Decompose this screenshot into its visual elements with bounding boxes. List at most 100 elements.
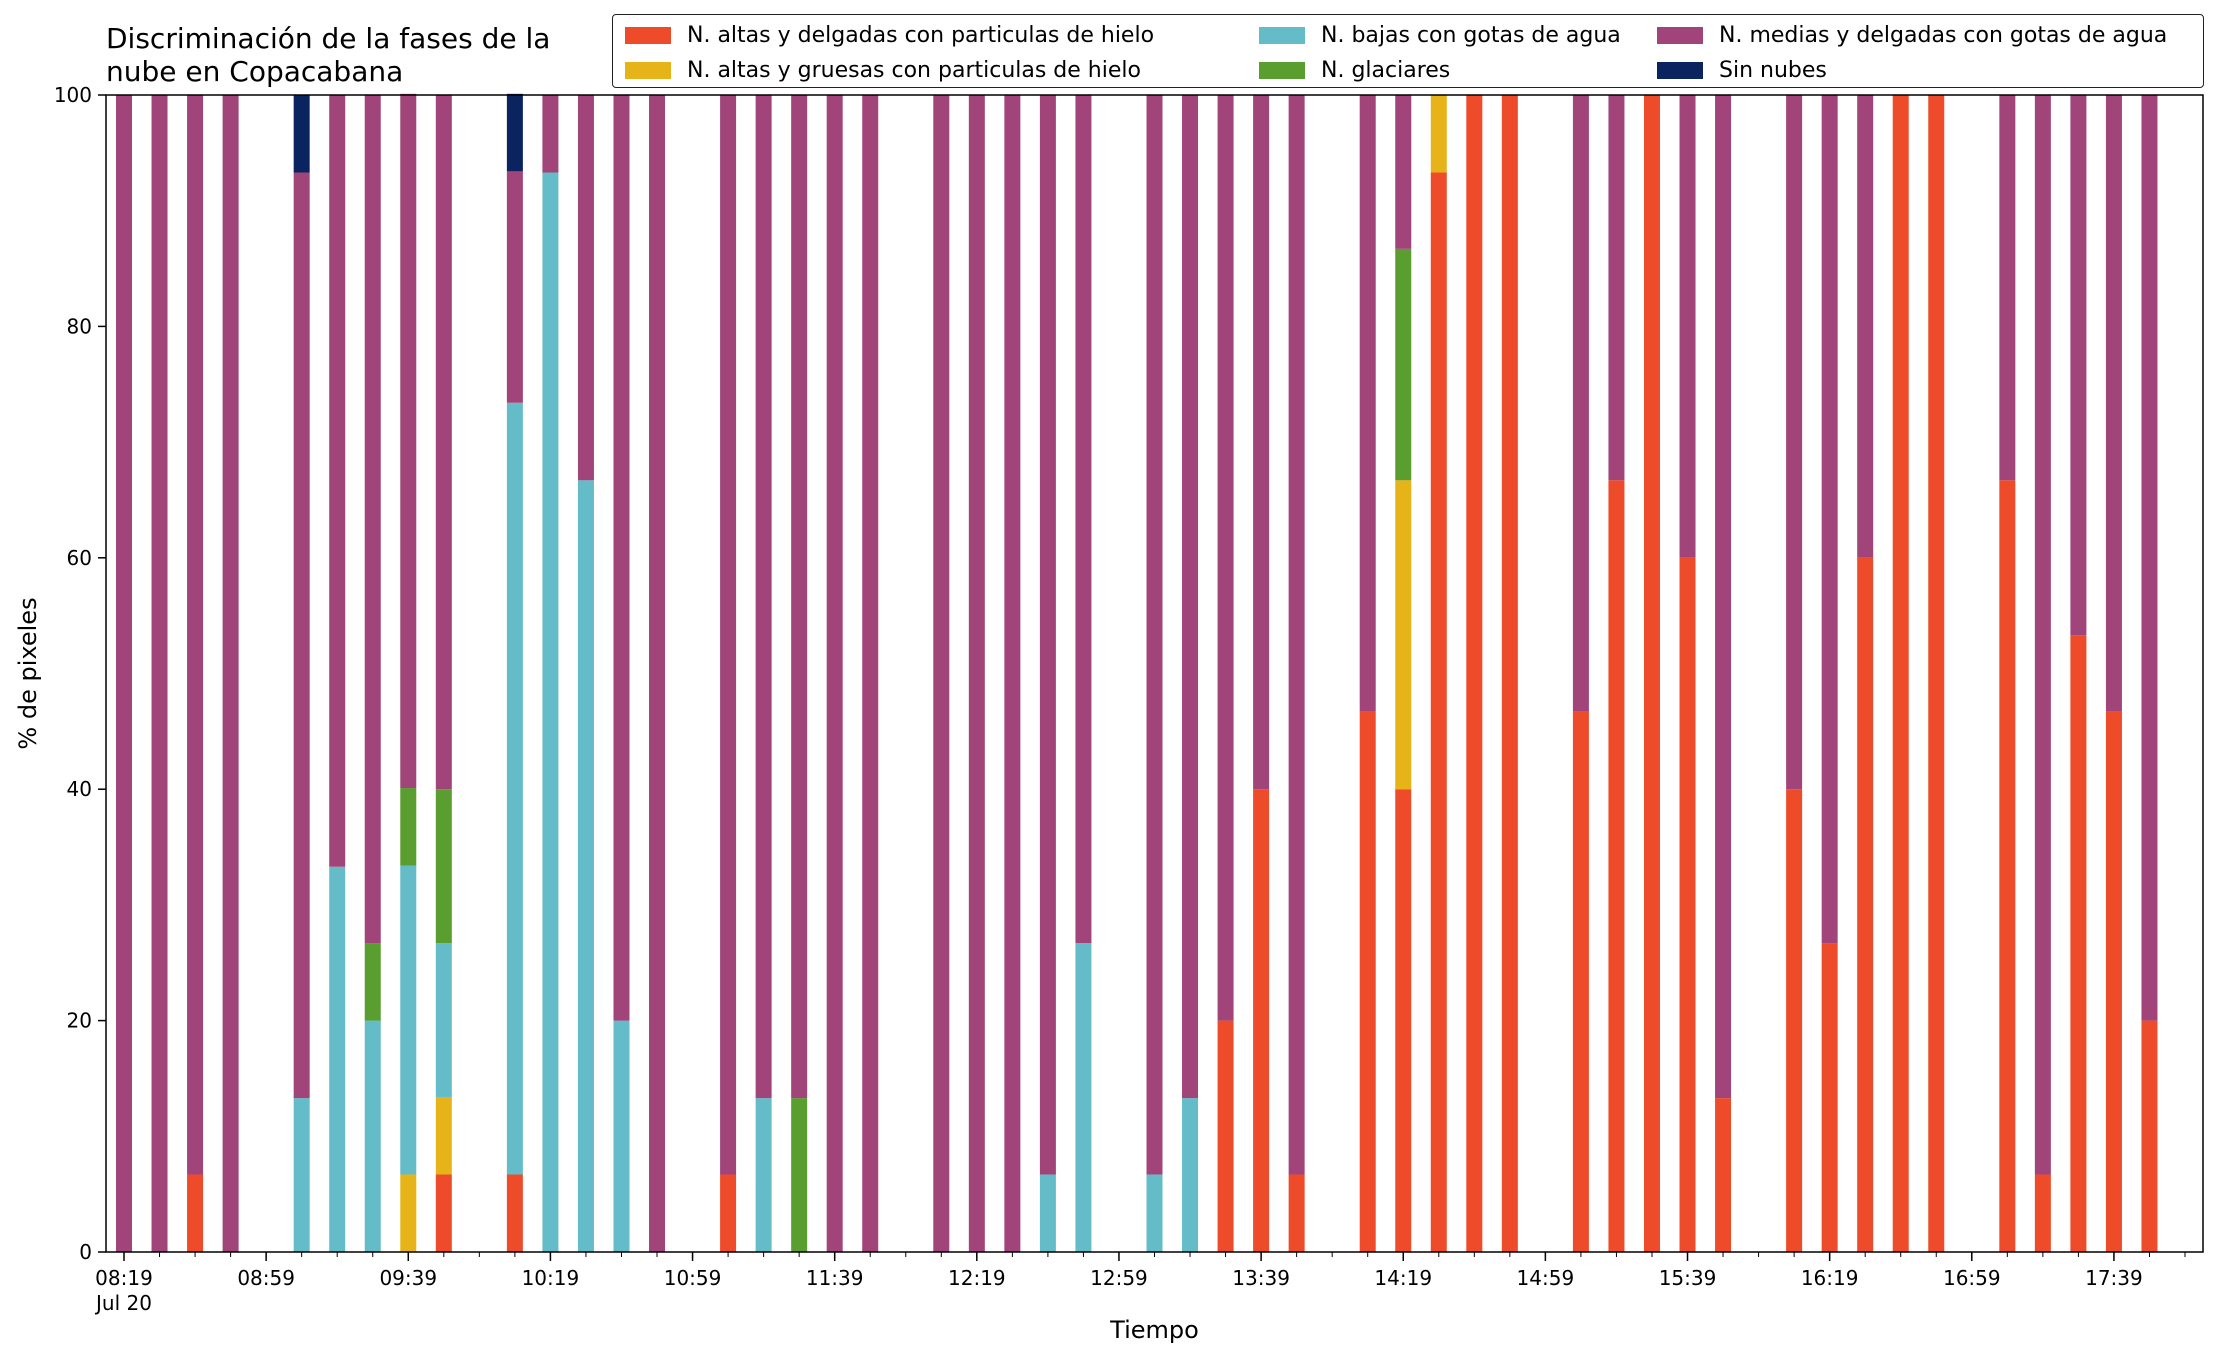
legend-item: N. glaciares (1259, 58, 1450, 83)
bar-segment (1395, 480, 1412, 790)
x-tick-label: 10:59 (664, 1266, 722, 1290)
bar-segment (435, 943, 452, 1097)
bar-segment (364, 943, 381, 1021)
bar-segment (1075, 95, 1092, 944)
bar-segment (755, 95, 772, 1099)
bar-segment (542, 95, 559, 173)
x-tick-label: 11:39 (806, 1266, 864, 1290)
bar-segment (400, 1174, 417, 1252)
y-tick-label: 100 (54, 83, 92, 107)
bar-segment (187, 95, 204, 1175)
bar-segment (1608, 480, 1625, 1252)
y-axis-label: % de pixeles (14, 597, 42, 749)
bar-segment (435, 95, 452, 790)
y-tick-label: 20 (67, 1009, 92, 1033)
chart-title-line: Discriminación de la fases de la (106, 22, 551, 55)
bar-segment (826, 95, 843, 1252)
bar-segment (1715, 1098, 1732, 1252)
bar-segment (862, 95, 879, 1252)
legend-swatch (625, 27, 671, 44)
y-tick-label: 80 (67, 314, 92, 338)
x-tick-label-line: 10:19 (522, 1266, 580, 1290)
bar-segment (720, 95, 737, 1175)
bar-segment (1857, 95, 1874, 558)
bar-segment (1146, 95, 1163, 1175)
bar-segment (116, 95, 132, 1252)
bar-segment (1572, 711, 1589, 1252)
bar-segment (1786, 789, 1803, 1252)
x-tick-label: 10:19 (522, 1266, 580, 1290)
y-tick-label: 40 (67, 777, 92, 801)
x-axis-label: Tiempo (1109, 1316, 1199, 1344)
bar-segment (400, 93, 417, 789)
bar-segment (222, 95, 239, 1252)
y-tick-label: 60 (67, 546, 92, 570)
bars (116, 93, 2158, 1252)
bar-segment (1821, 95, 1838, 944)
bar-segment (293, 1098, 310, 1252)
x-tick-label: 13:39 (1232, 1266, 1290, 1290)
bar-segment (435, 1096, 452, 1175)
bar-segment (506, 1174, 523, 1252)
x-tick-label: 14:59 (1517, 1266, 1575, 1290)
bar-segment (1679, 557, 1696, 1252)
bar-segment (435, 789, 452, 944)
legend-item: N. bajas con gotas de agua (1259, 23, 1621, 48)
bar-segment (968, 95, 985, 1252)
bar-segment (506, 171, 523, 403)
bar-segment (1501, 95, 1518, 1252)
bar-segment (1039, 1174, 1056, 1252)
bar-segment (1999, 95, 2016, 481)
bar-segment (1643, 95, 1660, 1252)
bar-segment (293, 172, 310, 1099)
legend-swatch (1259, 27, 1305, 44)
bar-segment (1359, 95, 1376, 712)
x-tick-label-line: 17:39 (2085, 1266, 2143, 1290)
chart-title-line: nube en Copacabana (106, 55, 404, 88)
x-tick-label: 14:19 (1374, 1266, 1432, 1290)
bar-segment (1857, 557, 1874, 1252)
bar-segment (1786, 95, 1803, 790)
x-tick-label-line: 11:39 (806, 1266, 864, 1290)
bar-segment (2141, 95, 2158, 1021)
bar-segment (649, 95, 666, 1252)
bar-segment (151, 95, 168, 1252)
x-tick-label-line: 14:59 (1517, 1266, 1575, 1290)
bar-segment (1146, 1174, 1163, 1252)
legend-label: N. glaciares (1321, 58, 1451, 83)
bar-segment (1253, 95, 1270, 790)
bar-segment (1892, 95, 1909, 1252)
bar-segment (1075, 943, 1092, 1252)
x-tick-label-line: 12:59 (1090, 1266, 1148, 1290)
bar-segment (1039, 95, 1056, 1175)
bar-segment (720, 1174, 737, 1252)
bar-segment (2105, 711, 2122, 1252)
bar-segment (2070, 635, 2087, 1252)
bar-segment (1288, 95, 1305, 1175)
x-tick-label: 16:19 (1801, 1266, 1859, 1290)
bar-segment (329, 95, 346, 867)
bar-segment (400, 865, 417, 1175)
bar-segment (2070, 95, 2087, 636)
legend: N. altas y delgadas con particulas de hi… (612, 14, 2204, 88)
x-tick-label-line: 08:19 (95, 1266, 153, 1290)
bar-segment (1288, 1174, 1305, 1252)
legend-swatch (625, 62, 671, 79)
legend-label: N. altas y gruesas con particulas de hie… (687, 58, 1141, 83)
bar-segment (1466, 95, 1483, 1252)
x-tick-label: 08:19 Jul 20 (94, 1266, 153, 1315)
bar-segment (506, 402, 523, 1175)
bar-segment (1217, 95, 1234, 1021)
bar-segment (1821, 943, 1838, 1252)
x-tick-label: 17:39 (2085, 1266, 2143, 1290)
bar-segment (435, 1174, 452, 1252)
bar-segment (364, 95, 381, 944)
bar-segment (2105, 95, 2122, 712)
legend-swatch (1259, 62, 1305, 79)
x-tick-label: 12:19 (948, 1266, 1006, 1290)
legend-item: N. altas y gruesas con particulas de hie… (625, 58, 1141, 83)
bar-segment (2034, 1174, 2051, 1252)
bar-segment (1395, 95, 1412, 249)
bar-segment (1004, 95, 1021, 1252)
bar-segment (755, 1098, 772, 1252)
